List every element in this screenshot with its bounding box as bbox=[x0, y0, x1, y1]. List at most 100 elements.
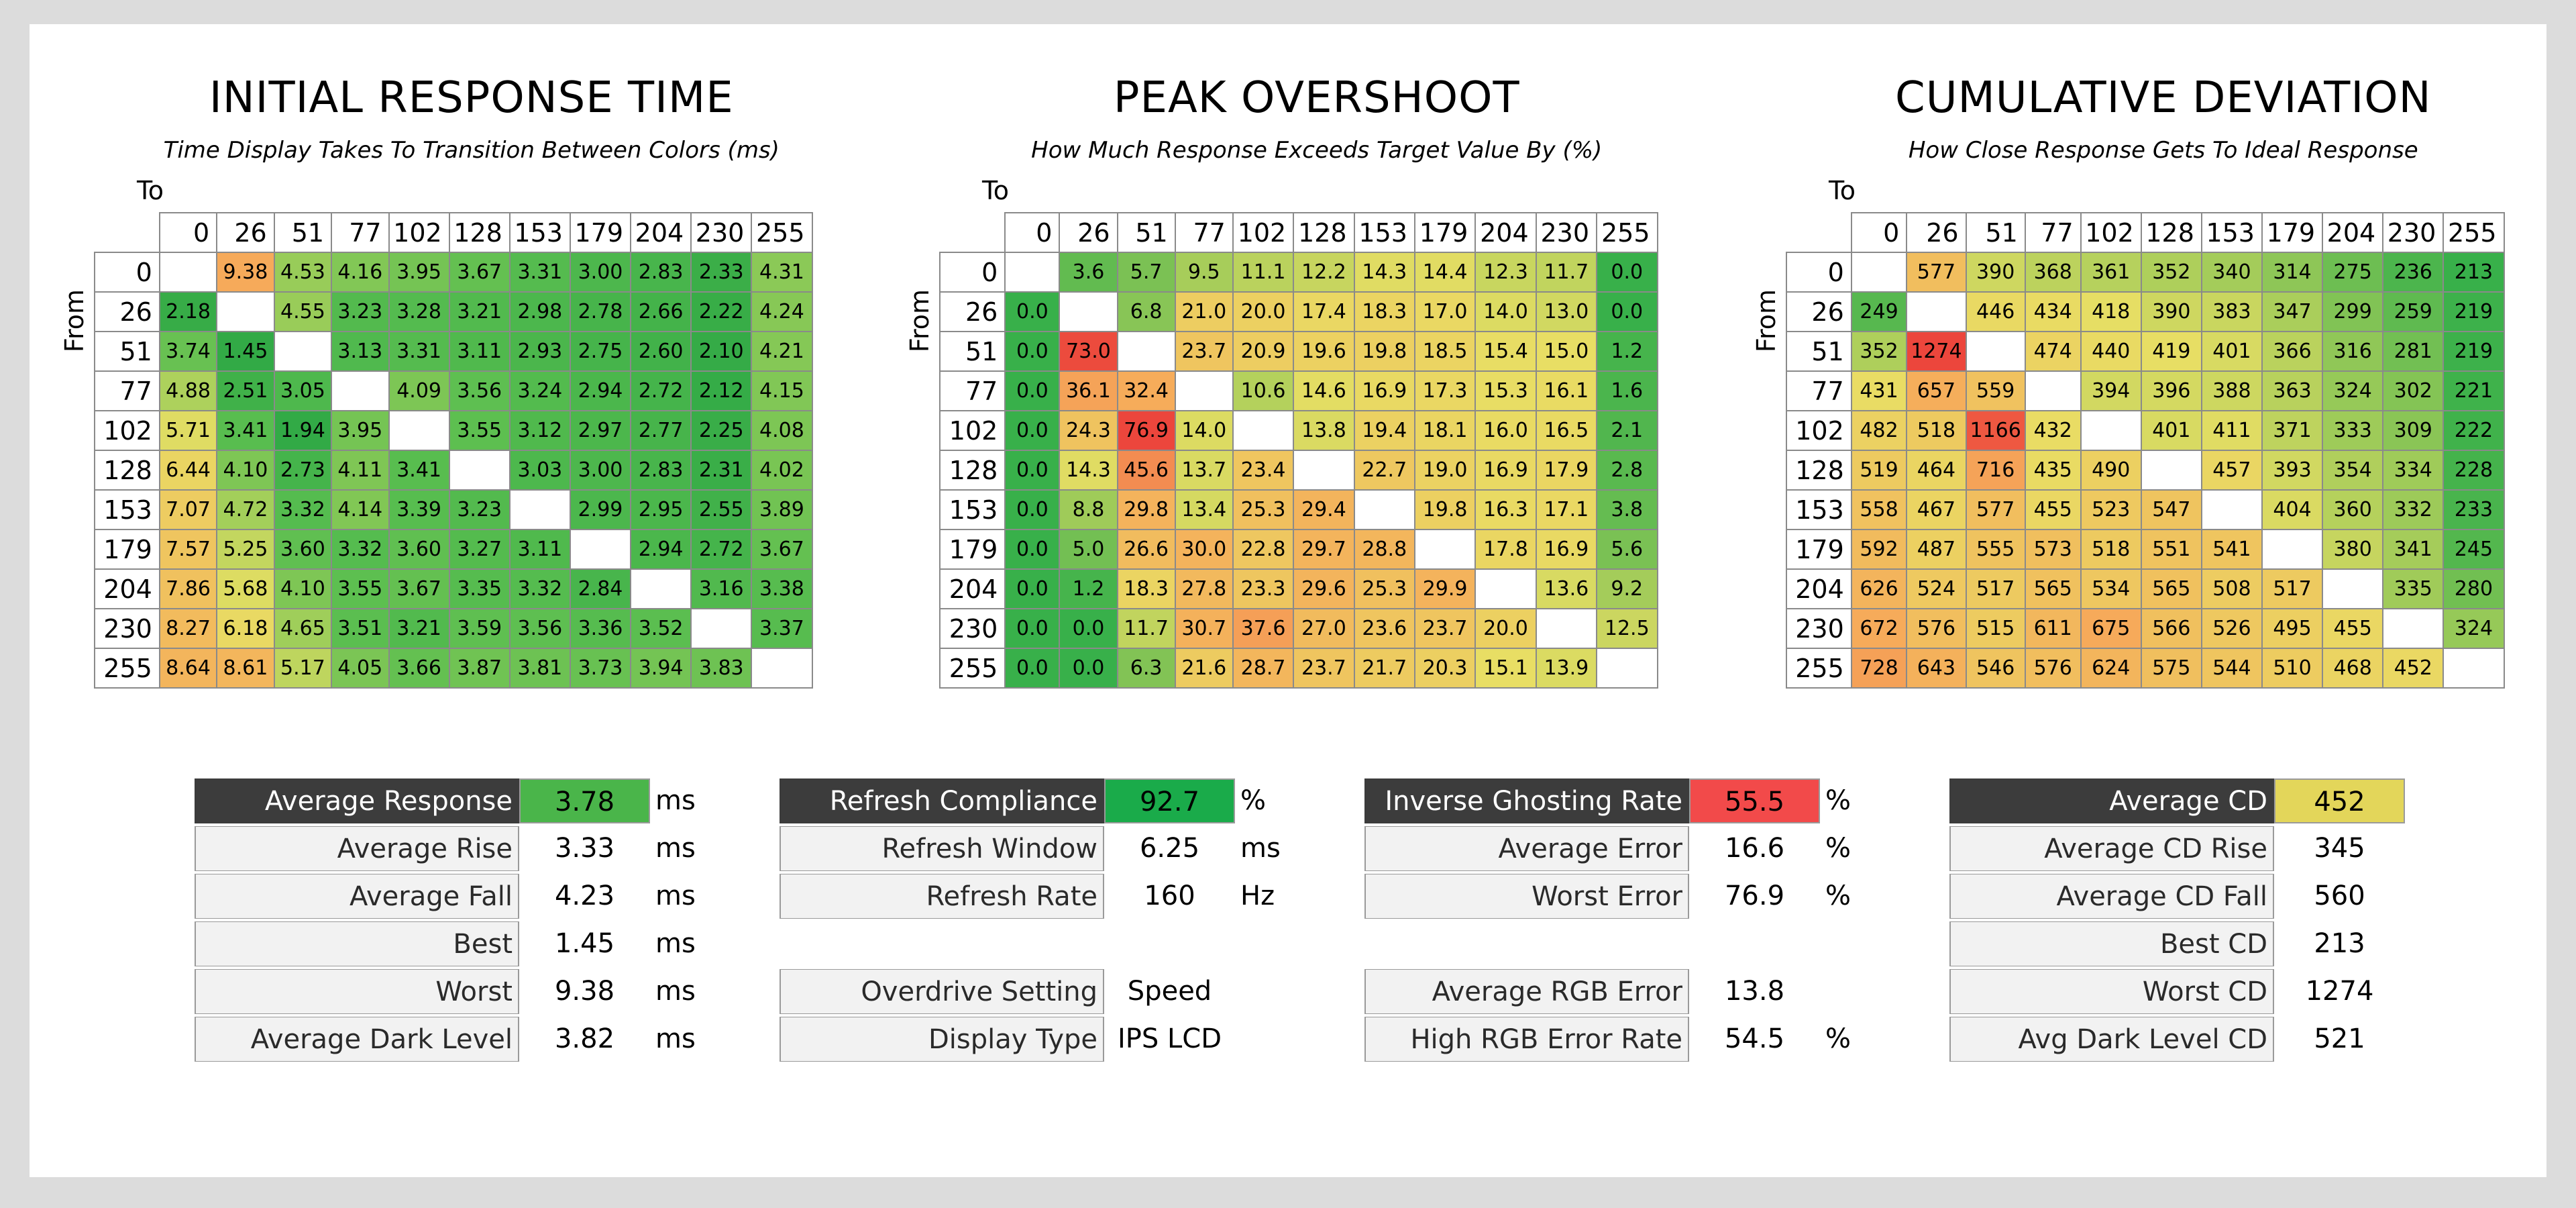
column-header: 0 bbox=[1850, 212, 1908, 253]
stat-value: 6.25 bbox=[1139, 833, 1200, 864]
stat-row: Best 1.45 ms bbox=[195, 920, 702, 968]
heatmap-cell: 341 bbox=[2382, 529, 2445, 570]
heatmap-cell: 27.0 bbox=[1293, 608, 1355, 649]
heatmap-cell: 0.0 bbox=[1596, 291, 1658, 332]
heatmap-cell: 8.8 bbox=[1059, 489, 1118, 530]
row-header: 255 bbox=[938, 648, 1006, 689]
heatmap-cell: 6.18 bbox=[216, 608, 275, 649]
heatmap-cell: 3.38 bbox=[751, 568, 813, 609]
heatmap-cell: 524 bbox=[1906, 568, 1967, 609]
heatmap-cell: 626 bbox=[1850, 568, 1908, 609]
stat-row: Avg Dark Level CD 521 bbox=[1949, 1015, 2457, 1063]
heatmap-cell: 14.0 bbox=[1174, 410, 1234, 451]
column-header: 0 bbox=[1004, 212, 1061, 253]
stat-label: Average Rise bbox=[195, 826, 519, 871]
chart-title: PEAK OVERSHOOT bbox=[1113, 73, 1520, 123]
column-header: 77 bbox=[1174, 212, 1234, 253]
heatmap-cell: 2.51 bbox=[216, 370, 275, 411]
row-header: 204 bbox=[94, 568, 160, 609]
row-header: 255 bbox=[94, 648, 160, 689]
row-header: 0 bbox=[1786, 252, 1852, 293]
column-header: 0 bbox=[158, 212, 218, 253]
heatmap-cell: 5.25 bbox=[216, 529, 275, 570]
heatmap-cell: 3.23 bbox=[448, 489, 511, 530]
heatmap-cell: 4.10 bbox=[216, 450, 275, 491]
heatmap-cell bbox=[1906, 291, 1967, 332]
heatmap-cell: 2.75 bbox=[569, 331, 632, 372]
heatmap-cell: 219 bbox=[2443, 331, 2505, 372]
heatmap-grid: 0 26 51 77 102 128 153 179 204 230 255 0 577 390 368 36… bbox=[1786, 212, 2505, 689]
heatmap-cell: 577 bbox=[1906, 252, 1967, 293]
heatmap-cell: 222 bbox=[2443, 410, 2505, 451]
heatmap-cell: 396 bbox=[2140, 370, 2202, 411]
stat-label: Worst bbox=[195, 969, 519, 1014]
heatmap-cell: 3.11 bbox=[448, 331, 511, 372]
heatmap-cell bbox=[216, 291, 275, 332]
column-header: 230 bbox=[690, 212, 753, 253]
heatmap-cell: 3.00 bbox=[569, 252, 632, 293]
heatmap-cell: 3.74 bbox=[158, 331, 218, 372]
heatmap-cell: 401 bbox=[2200, 331, 2263, 372]
heatmap-cell bbox=[1232, 410, 1295, 451]
stat-label: Refresh Compliance bbox=[780, 778, 1104, 823]
column-header: 179 bbox=[569, 212, 632, 253]
heatmap-cell: 4.08 bbox=[751, 410, 813, 451]
heatmap-cell: 29.8 bbox=[1116, 489, 1176, 530]
heatmap-cell: 219 bbox=[2443, 291, 2505, 332]
heatmap-cell: 3.89 bbox=[751, 489, 813, 530]
column-header: 128 bbox=[1293, 212, 1355, 253]
heatmap-cell: 3.05 bbox=[273, 370, 333, 411]
stat-unit: % bbox=[1240, 785, 1267, 816]
heatmap-cell: 643 bbox=[1906, 648, 1967, 689]
row-header: 102 bbox=[1786, 410, 1852, 451]
heatmap-cell: 5.17 bbox=[273, 648, 333, 689]
heatmap-cell: 18.5 bbox=[1413, 331, 1477, 372]
heatmap-cell: 5.71 bbox=[158, 410, 218, 451]
stat-unit: ms bbox=[655, 976, 696, 1007]
heatmap-cell bbox=[2024, 370, 2082, 411]
heatmap-cell: 559 bbox=[1965, 370, 2026, 411]
row-header: 77 bbox=[1786, 370, 1852, 411]
heatmap-cell: 352 bbox=[2140, 252, 2202, 293]
row-header: 153 bbox=[938, 489, 1006, 530]
heatmap-cell: 8.61 bbox=[216, 648, 275, 689]
stat-value: 54.5 bbox=[1724, 1023, 1785, 1054]
heatmap-cell: 611 bbox=[2024, 608, 2082, 649]
stat-row: Average Response 3.78 ms bbox=[195, 777, 702, 825]
heatmap-cell: 16.9 bbox=[1535, 529, 1598, 570]
column-header: 102 bbox=[388, 212, 450, 253]
heatmap-cell: 7.07 bbox=[158, 489, 218, 530]
heatmap-cell: 541 bbox=[2200, 529, 2263, 570]
heatmap-cell: 3.16 bbox=[690, 568, 753, 609]
heatmap-cell: 23.7 bbox=[1293, 648, 1355, 689]
heatmap-cell: 2.83 bbox=[630, 252, 692, 293]
row-header: 51 bbox=[938, 331, 1006, 372]
heatmap-cell: 575 bbox=[2140, 648, 2202, 689]
heatmap-cell: 37.6 bbox=[1232, 608, 1295, 649]
stat-value: 4.23 bbox=[554, 880, 615, 911]
heatmap-cell: 76.9 bbox=[1116, 410, 1176, 451]
heatmap-cell: 3.27 bbox=[448, 529, 511, 570]
y-axis-label: From bbox=[905, 289, 935, 353]
heatmap-cell: 15.1 bbox=[1474, 648, 1537, 689]
x-axis-label: To bbox=[137, 176, 164, 205]
heatmap-cell: 14.0 bbox=[1474, 291, 1537, 332]
heatmap-cell: 324 bbox=[2443, 608, 2505, 649]
heatmap-cell: 2.66 bbox=[630, 291, 692, 332]
heatmap-cell: 2.73 bbox=[273, 450, 333, 491]
stat-value: 76.9 bbox=[1724, 880, 1785, 911]
stat-row: Worst Error 76.9% bbox=[1364, 872, 1872, 920]
column-header: 153 bbox=[508, 212, 571, 253]
heatmap-cell: 3.66 bbox=[388, 648, 450, 689]
heatmap-cell: 577 bbox=[1965, 489, 2026, 530]
stat-row: Worst CD 1274 bbox=[1949, 968, 2457, 1015]
heatmap-cell: 20.9 bbox=[1232, 331, 1295, 372]
heatmap-cell: 4.65 bbox=[273, 608, 333, 649]
heatmap-cell: 401 bbox=[2140, 410, 2202, 451]
heatmap-cell: 2.98 bbox=[508, 291, 571, 332]
row-header: 77 bbox=[938, 370, 1006, 411]
heatmap-cell: 14.6 bbox=[1293, 370, 1355, 411]
heatmap-cell: 4.53 bbox=[273, 252, 333, 293]
stat-row: Average RGB Error 13.8 bbox=[1364, 968, 1872, 1015]
heatmap-cell: 324 bbox=[2322, 370, 2384, 411]
